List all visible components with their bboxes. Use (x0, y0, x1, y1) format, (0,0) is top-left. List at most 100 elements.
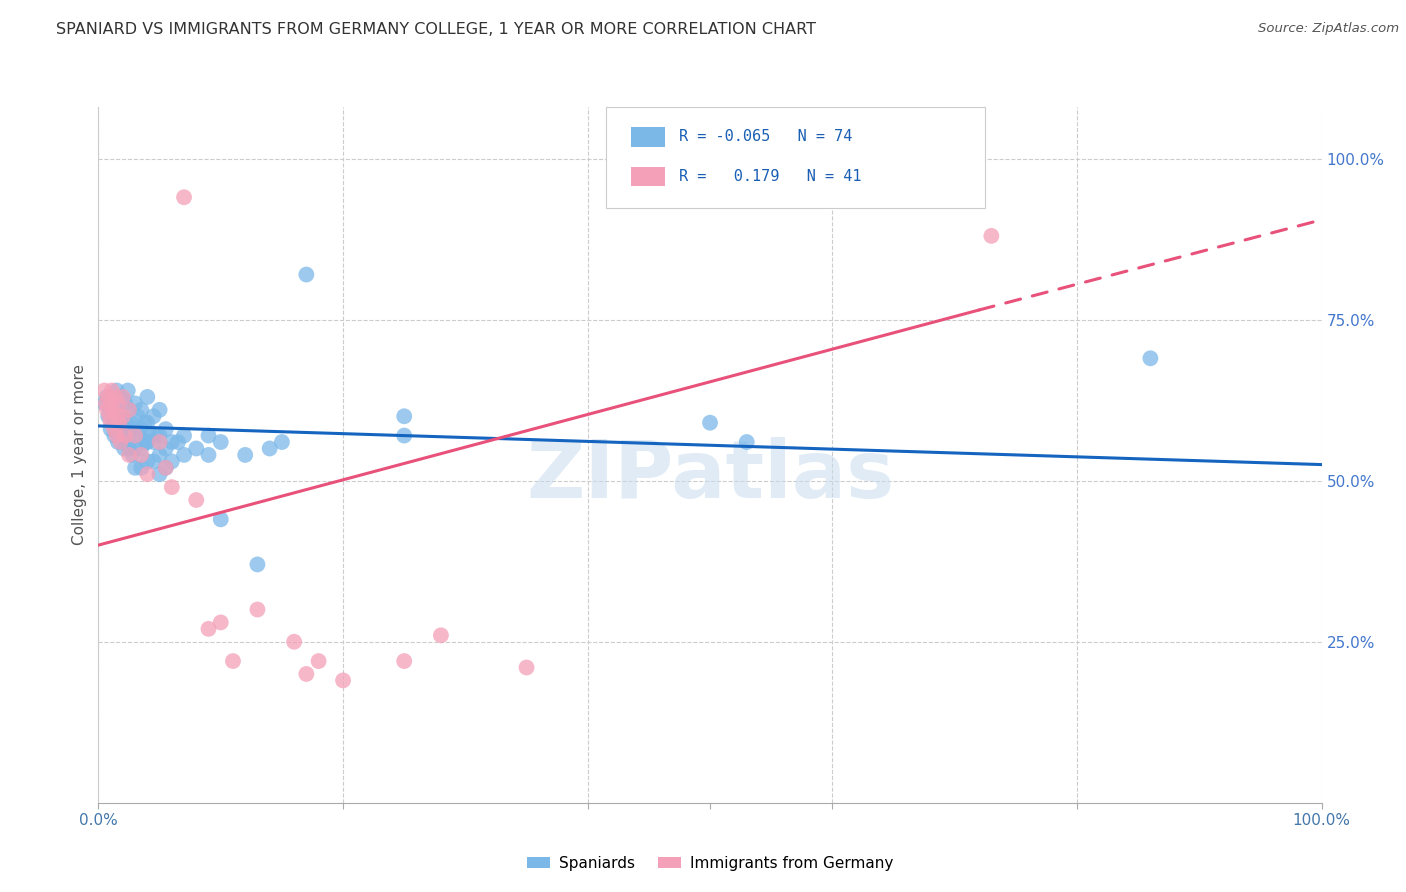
Point (515, 660, 537, 674)
Point (283, 634, 305, 648)
Point (392, 409, 416, 424)
Point (124, 396, 146, 410)
Point (118, 448, 141, 462)
Point (155, 460, 177, 475)
Point (167, 435, 190, 450)
FancyBboxPatch shape (606, 107, 986, 208)
Point (173, 448, 195, 462)
Point (100, 396, 122, 410)
Point (101, 409, 124, 424)
Point (110, 422, 132, 436)
Point (145, 428, 167, 442)
Point (94, 396, 117, 410)
Point (124, 428, 146, 442)
Point (699, 416, 721, 430)
Point (107, 435, 129, 450)
Point (124, 460, 146, 475)
Point (104, 396, 127, 410)
Point (430, 628, 453, 642)
Point (209, 615, 232, 630)
Point (139, 428, 162, 442)
Y-axis label: College, 1 year or more: College, 1 year or more (72, 365, 87, 545)
Point (149, 435, 172, 450)
Point (332, 673, 354, 688)
Point (97, 409, 120, 424)
Point (98, 409, 121, 424)
Point (108, 416, 131, 430)
Text: SPANIARD VS IMMIGRANTS FROM GERMANY COLLEGE, 1 YEAR OR MORE CORRELATION CHART: SPANIARD VS IMMIGRANTS FROM GERMANY COLL… (56, 22, 817, 37)
Point (142, 435, 165, 450)
Point (392, 428, 416, 442)
Point (103, 422, 125, 436)
Point (136, 467, 159, 482)
Bar (630, 128, 665, 146)
Point (105, 428, 128, 442)
Point (114, 396, 136, 410)
Point (246, 558, 269, 572)
Point (118, 442, 141, 456)
Point (128, 428, 150, 442)
Point (209, 435, 232, 450)
Point (233, 448, 256, 462)
Point (110, 435, 132, 450)
Point (980, 228, 1002, 243)
Point (222, 654, 245, 668)
Point (136, 435, 159, 450)
Point (93, 384, 115, 398)
Point (1139, 351, 1161, 366)
Point (246, 602, 269, 616)
Point (124, 442, 146, 456)
Point (149, 402, 172, 417)
Point (173, 428, 195, 442)
Point (197, 428, 219, 442)
Point (114, 416, 136, 430)
Point (120, 416, 142, 430)
Point (111, 409, 134, 424)
Point (105, 409, 128, 424)
Point (155, 460, 177, 475)
Point (270, 435, 294, 450)
Point (173, 190, 195, 204)
Point (209, 512, 232, 526)
Point (129, 422, 152, 436)
Legend: Spaniards, Immigrants from Germany: Spaniards, Immigrants from Germany (522, 851, 898, 875)
Point (160, 435, 183, 450)
Point (197, 448, 219, 462)
Point (149, 448, 172, 462)
Point (105, 384, 128, 398)
Point (114, 428, 136, 442)
Point (149, 428, 172, 442)
Point (186, 493, 208, 508)
Point (112, 442, 135, 456)
Point (392, 654, 416, 668)
Point (117, 384, 139, 398)
Point (160, 454, 183, 468)
Point (115, 435, 138, 450)
Point (96, 390, 118, 404)
Point (101, 384, 124, 398)
Text: R = -0.065   N = 74: R = -0.065 N = 74 (679, 129, 853, 145)
Point (100, 422, 122, 436)
Point (101, 402, 124, 417)
Point (136, 390, 159, 404)
Point (308, 654, 330, 668)
Point (118, 402, 141, 417)
Point (107, 396, 129, 410)
Point (155, 442, 177, 456)
Text: ZIPatlas: ZIPatlas (526, 437, 894, 515)
Point (127, 409, 149, 424)
Point (108, 402, 131, 417)
Point (111, 409, 134, 424)
Text: R =   0.179   N = 41: R = 0.179 N = 41 (679, 169, 862, 184)
Point (124, 422, 146, 436)
Text: Source: ZipAtlas.com: Source: ZipAtlas.com (1258, 22, 1399, 36)
Point (100, 416, 122, 430)
Point (136, 416, 159, 430)
Point (103, 428, 125, 442)
Point (735, 435, 758, 450)
Point (197, 622, 219, 636)
Point (142, 409, 165, 424)
Bar (630, 167, 665, 186)
Point (295, 268, 318, 282)
Point (259, 442, 281, 456)
